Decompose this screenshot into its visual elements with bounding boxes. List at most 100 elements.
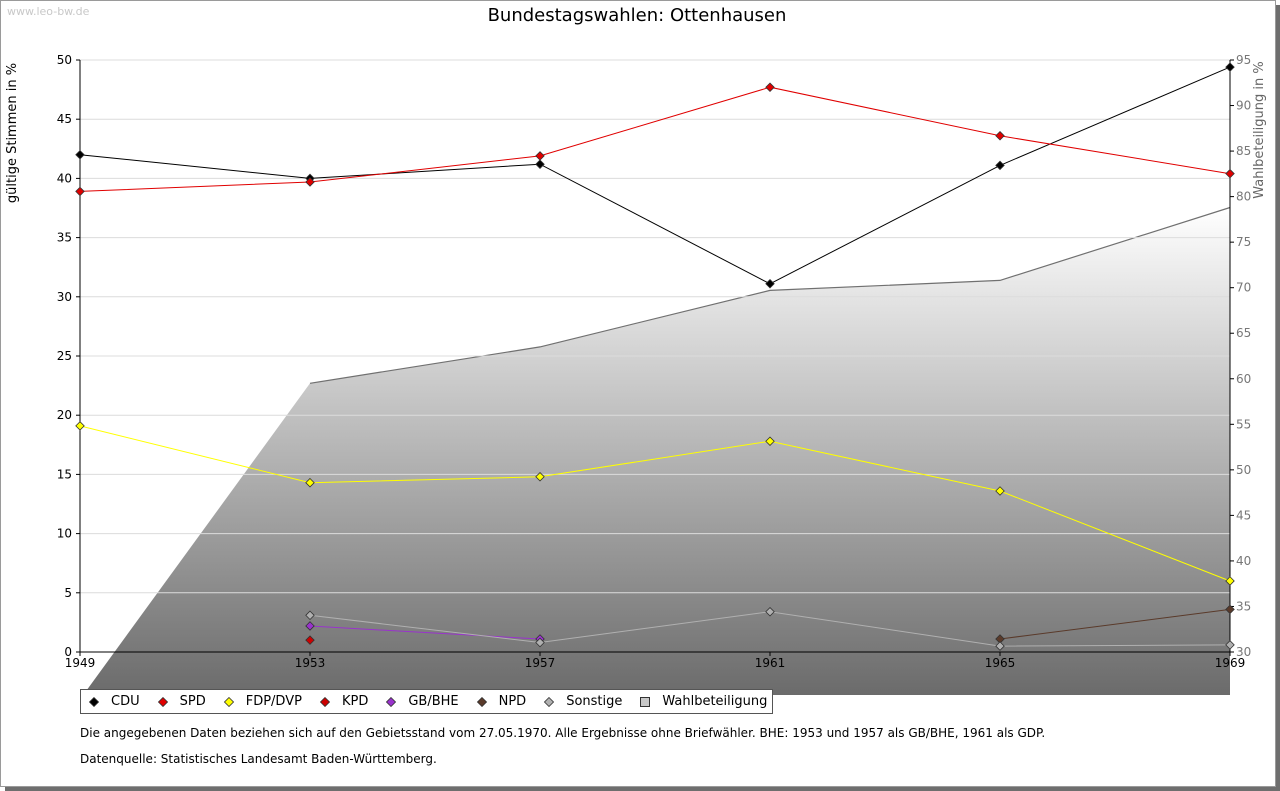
series-line-spd <box>79 86 1231 192</box>
y2-tick-label: 30 <box>1236 645 1251 659</box>
y-tick-label: 35 <box>57 231 72 245</box>
y-tick-label: 20 <box>57 408 72 422</box>
point-cdu-1949 <box>75 149 85 160</box>
point-sonstige-1969 <box>1225 640 1235 650</box>
watermark: www.leo-bw.de <box>7 5 90 18</box>
series-fdp-dvp <box>75 421 1235 586</box>
series-kpd <box>305 635 315 645</box>
x-tick-label: 1961 <box>755 656 786 670</box>
legend-label-spd: SPD <box>179 694 206 709</box>
point-kpd-1953 <box>305 635 315 645</box>
point-fdp-dvp-1957 <box>535 472 545 482</box>
legend-item-wahlbeteiligung: Wahlbeteiligung <box>640 694 767 709</box>
y-tick-label: 0 <box>64 645 72 659</box>
point-spd-1953 <box>305 177 315 187</box>
x-tick-label: 1969 <box>1215 656 1246 670</box>
series-line-gb-bhe <box>309 625 541 640</box>
y2-axis-label: Wahlbeteiligung in % <box>1252 61 1267 198</box>
y2-tick-label: 60 <box>1236 372 1251 386</box>
chart-title: Bundestagswahlen: Ottenhausen <box>488 5 787 26</box>
series-cdu <box>75 62 1235 289</box>
y-axis-label: gültige Stimmen in % <box>5 63 20 203</box>
legend-label-fdp-dvp: FDP/DVP <box>245 694 302 709</box>
legend-marker-gb-bhe <box>386 696 397 707</box>
legend-swatch-wahlbeteiligung <box>640 696 651 707</box>
legend-marker-cdu <box>89 696 99 707</box>
point-fdp-dvp-1969 <box>1225 576 1235 586</box>
x-tick-label: 1957 <box>525 656 556 670</box>
y-tick-label: 40 <box>57 171 72 185</box>
point-fdp-dvp-1961 <box>765 436 775 447</box>
legend-item-cdu: CDU <box>89 694 140 709</box>
legend-item-sonstige: Sonstige <box>544 694 622 709</box>
legend-label-sonstige: Sonstige <box>566 694 623 709</box>
y2-tick-label: 50 <box>1236 463 1251 477</box>
x-tick-label: 1953 <box>295 656 326 670</box>
point-spd-1969 <box>1225 168 1235 179</box>
y2-tick-label: 85 <box>1236 144 1251 158</box>
legend-label-kpd: KPD <box>341 694 369 709</box>
series-line-cdu <box>79 66 1231 285</box>
point-spd-1957 <box>535 151 545 161</box>
point-spd-1961 <box>765 82 775 92</box>
point-fdp-dvp-1953 <box>305 477 315 488</box>
series-line-fdp-dvp <box>79 425 1231 582</box>
legend-marker-kpd <box>319 696 330 707</box>
point-gb-bhe-1953 <box>305 621 315 631</box>
y-tick-label: 45 <box>57 112 72 126</box>
y2-tick-label: 90 <box>1236 99 1251 113</box>
series-spd <box>75 82 1235 197</box>
turnout-line <box>309 206 1231 384</box>
legend-item-fdp-dvp: FDP/DVP <box>223 694 302 709</box>
point-cdu-1957 <box>535 159 545 169</box>
y2-tick-label: 80 <box>1236 190 1251 204</box>
legend-label-gb-bhe: GB/BHE <box>408 694 459 709</box>
point-cdu-1965 <box>995 160 1005 171</box>
point-cdu-1969 <box>1225 62 1235 72</box>
point-sonstige-1953 <box>305 610 315 621</box>
y2-tick-label: 40 <box>1236 554 1251 568</box>
y2-tick-label: 65 <box>1236 326 1251 340</box>
legend-marker-spd <box>157 696 168 707</box>
note-gebietsstand: Die angegebenen Daten beziehen sich auf … <box>80 726 1046 740</box>
series-npd <box>995 604 1235 644</box>
legend-item-spd: SPD <box>157 694 206 709</box>
x-tick-label: 1949 <box>65 656 96 670</box>
point-spd-1949 <box>75 186 85 197</box>
point-spd-1965 <box>995 131 1005 141</box>
point-sonstige-1961 <box>765 606 775 617</box>
y2-tick-label: 95 <box>1236 53 1251 67</box>
y-tick-label: 25 <box>57 349 72 363</box>
x-tick-label: 1965 <box>985 656 1016 670</box>
legend-label-npd: NPD <box>498 694 527 709</box>
y2-tick-label: 55 <box>1236 417 1251 431</box>
y-tick-label: 5 <box>64 586 72 600</box>
series-line-npd <box>999 608 1231 640</box>
point-fdp-dvp-1965 <box>995 486 1005 496</box>
y-tick-label: 30 <box>57 290 72 304</box>
point-npd-1969 <box>1225 604 1235 615</box>
point-sonstige-1965 <box>995 641 1005 651</box>
y-tick-label: 50 <box>57 53 72 67</box>
legend-marker-sonstige <box>544 696 555 707</box>
legend-label-cdu: CDU <box>111 694 140 709</box>
point-sonstige-1957 <box>535 637 545 648</box>
legend-item-gb-bhe: GB/BHE <box>386 694 459 709</box>
point-fdp-dvp-1949 <box>75 421 85 431</box>
y-tick-label: 15 <box>57 467 72 481</box>
turnout-area <box>83 207 1231 695</box>
legend-label-wahlbeteiligung: Wahlbeteiligung <box>662 694 768 709</box>
legend: CDU SPD FDP/DVP KPD GB/BHE NPD Sonstige Wahlbet… <box>80 689 774 714</box>
point-cdu-1961 <box>765 279 775 289</box>
y-tick-label: 10 <box>57 527 72 541</box>
y2-tick-label: 35 <box>1236 599 1251 613</box>
legend-marker-fdp-dvp <box>223 696 234 707</box>
y2-tick-label: 45 <box>1236 508 1251 522</box>
legend-marker-npd <box>476 696 487 707</box>
legend-item-npd: NPD <box>476 694 527 709</box>
y2-tick-label: 70 <box>1236 281 1251 295</box>
note-datenquelle: Datenquelle: Statistisches Landesamt Bad… <box>80 752 437 766</box>
legend-item-kpd: KPD <box>319 694 369 709</box>
series-sonstige <box>305 606 1235 651</box>
